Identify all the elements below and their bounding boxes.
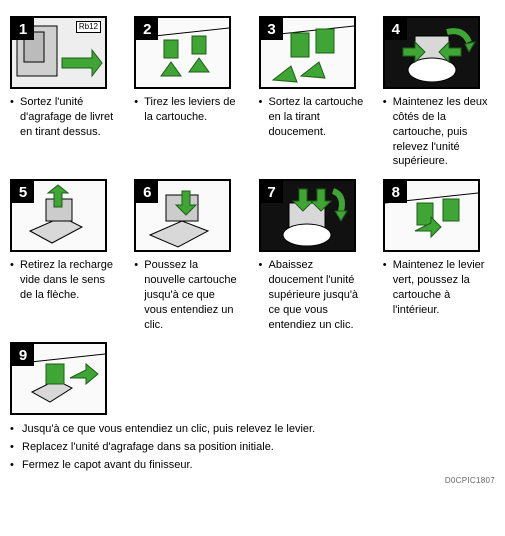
steps-grid: Rb12 1 •Sortez l'unité d'agrafage de liv…: [10, 16, 495, 415]
step-8-thumb: 8: [383, 179, 480, 252]
step-5-thumb: 5: [10, 179, 107, 252]
step-3-thumb: 3: [259, 16, 356, 89]
step-6-badge: 6: [136, 181, 158, 203]
step-7-caption: •Abaissez doucement l'unité supérieure j…: [259, 258, 364, 332]
step-2: 2 •Tirez les leviers de la cartouche.: [134, 16, 246, 169]
step-6-thumb: 6: [134, 179, 231, 252]
step-7-thumb: 7: [259, 179, 356, 252]
step-5-caption: •Retirez la recharge vide dans le sens d…: [10, 258, 115, 303]
step-6-caption: •Poussez la nouvelle cartouche jusqu'à c…: [134, 258, 239, 332]
step-1-badge: 1: [12, 18, 34, 40]
final-note-1: Jusqu'à ce que vous entendiez un clic, p…: [22, 421, 315, 439]
step-4: 4 •Maintenez les deux côtés de la cartou…: [383, 16, 495, 169]
step-1: Rb12 1 •Sortez l'unité d'agrafage de liv…: [10, 16, 122, 169]
step-8-badge: 8: [385, 181, 407, 203]
step-3-badge: 3: [261, 18, 283, 40]
final-note-2: Replacez l'unité d'agrafage dans sa posi…: [22, 439, 274, 457]
step-1-thumb: Rb12 1: [10, 16, 107, 89]
step-9-thumb: 9: [10, 342, 107, 415]
step-9: 9: [10, 342, 122, 415]
step-2-caption: •Tirez les leviers de la cartouche.: [134, 95, 239, 125]
step-4-badge: 4: [385, 18, 407, 40]
step-1-caption: •Sortez l'unité d'agrafage de livret en …: [10, 95, 115, 140]
footer-code: D0CPIC1807: [10, 476, 495, 485]
step-4-thumb: 4: [383, 16, 480, 89]
step-8: 8 •Maintenez le levier vert, poussez la …: [383, 179, 495, 332]
step-7: 7 •Abaissez doucement l'unité supérieure…: [259, 179, 371, 332]
step-6: 6 •Poussez la nouvelle cartouche jusqu'à…: [134, 179, 246, 332]
rb-label: Rb12: [76, 21, 101, 33]
step-2-thumb: 2: [134, 16, 231, 89]
final-note-3: Fermez le capot avant du finisseur.: [22, 457, 193, 475]
step-7-badge: 7: [261, 181, 283, 203]
step-3: 3 •Sortez la cartouche en la tirant douc…: [259, 16, 371, 169]
step-8-caption: •Maintenez le levier vert, poussez la ca…: [383, 258, 488, 317]
step-5-badge: 5: [12, 181, 34, 203]
step-9-badge: 9: [12, 344, 34, 366]
final-notes: •Jusqu'à ce que vous entendiez un clic, …: [10, 421, 495, 474]
step-3-caption: •Sortez la cartouche en la tirant doucem…: [259, 95, 364, 140]
step-5: 5 •Retirez la recharge vide dans le sens…: [10, 179, 122, 332]
step-4-caption: •Maintenez les deux côtés de la cartouch…: [383, 95, 488, 169]
step-2-badge: 2: [136, 18, 158, 40]
